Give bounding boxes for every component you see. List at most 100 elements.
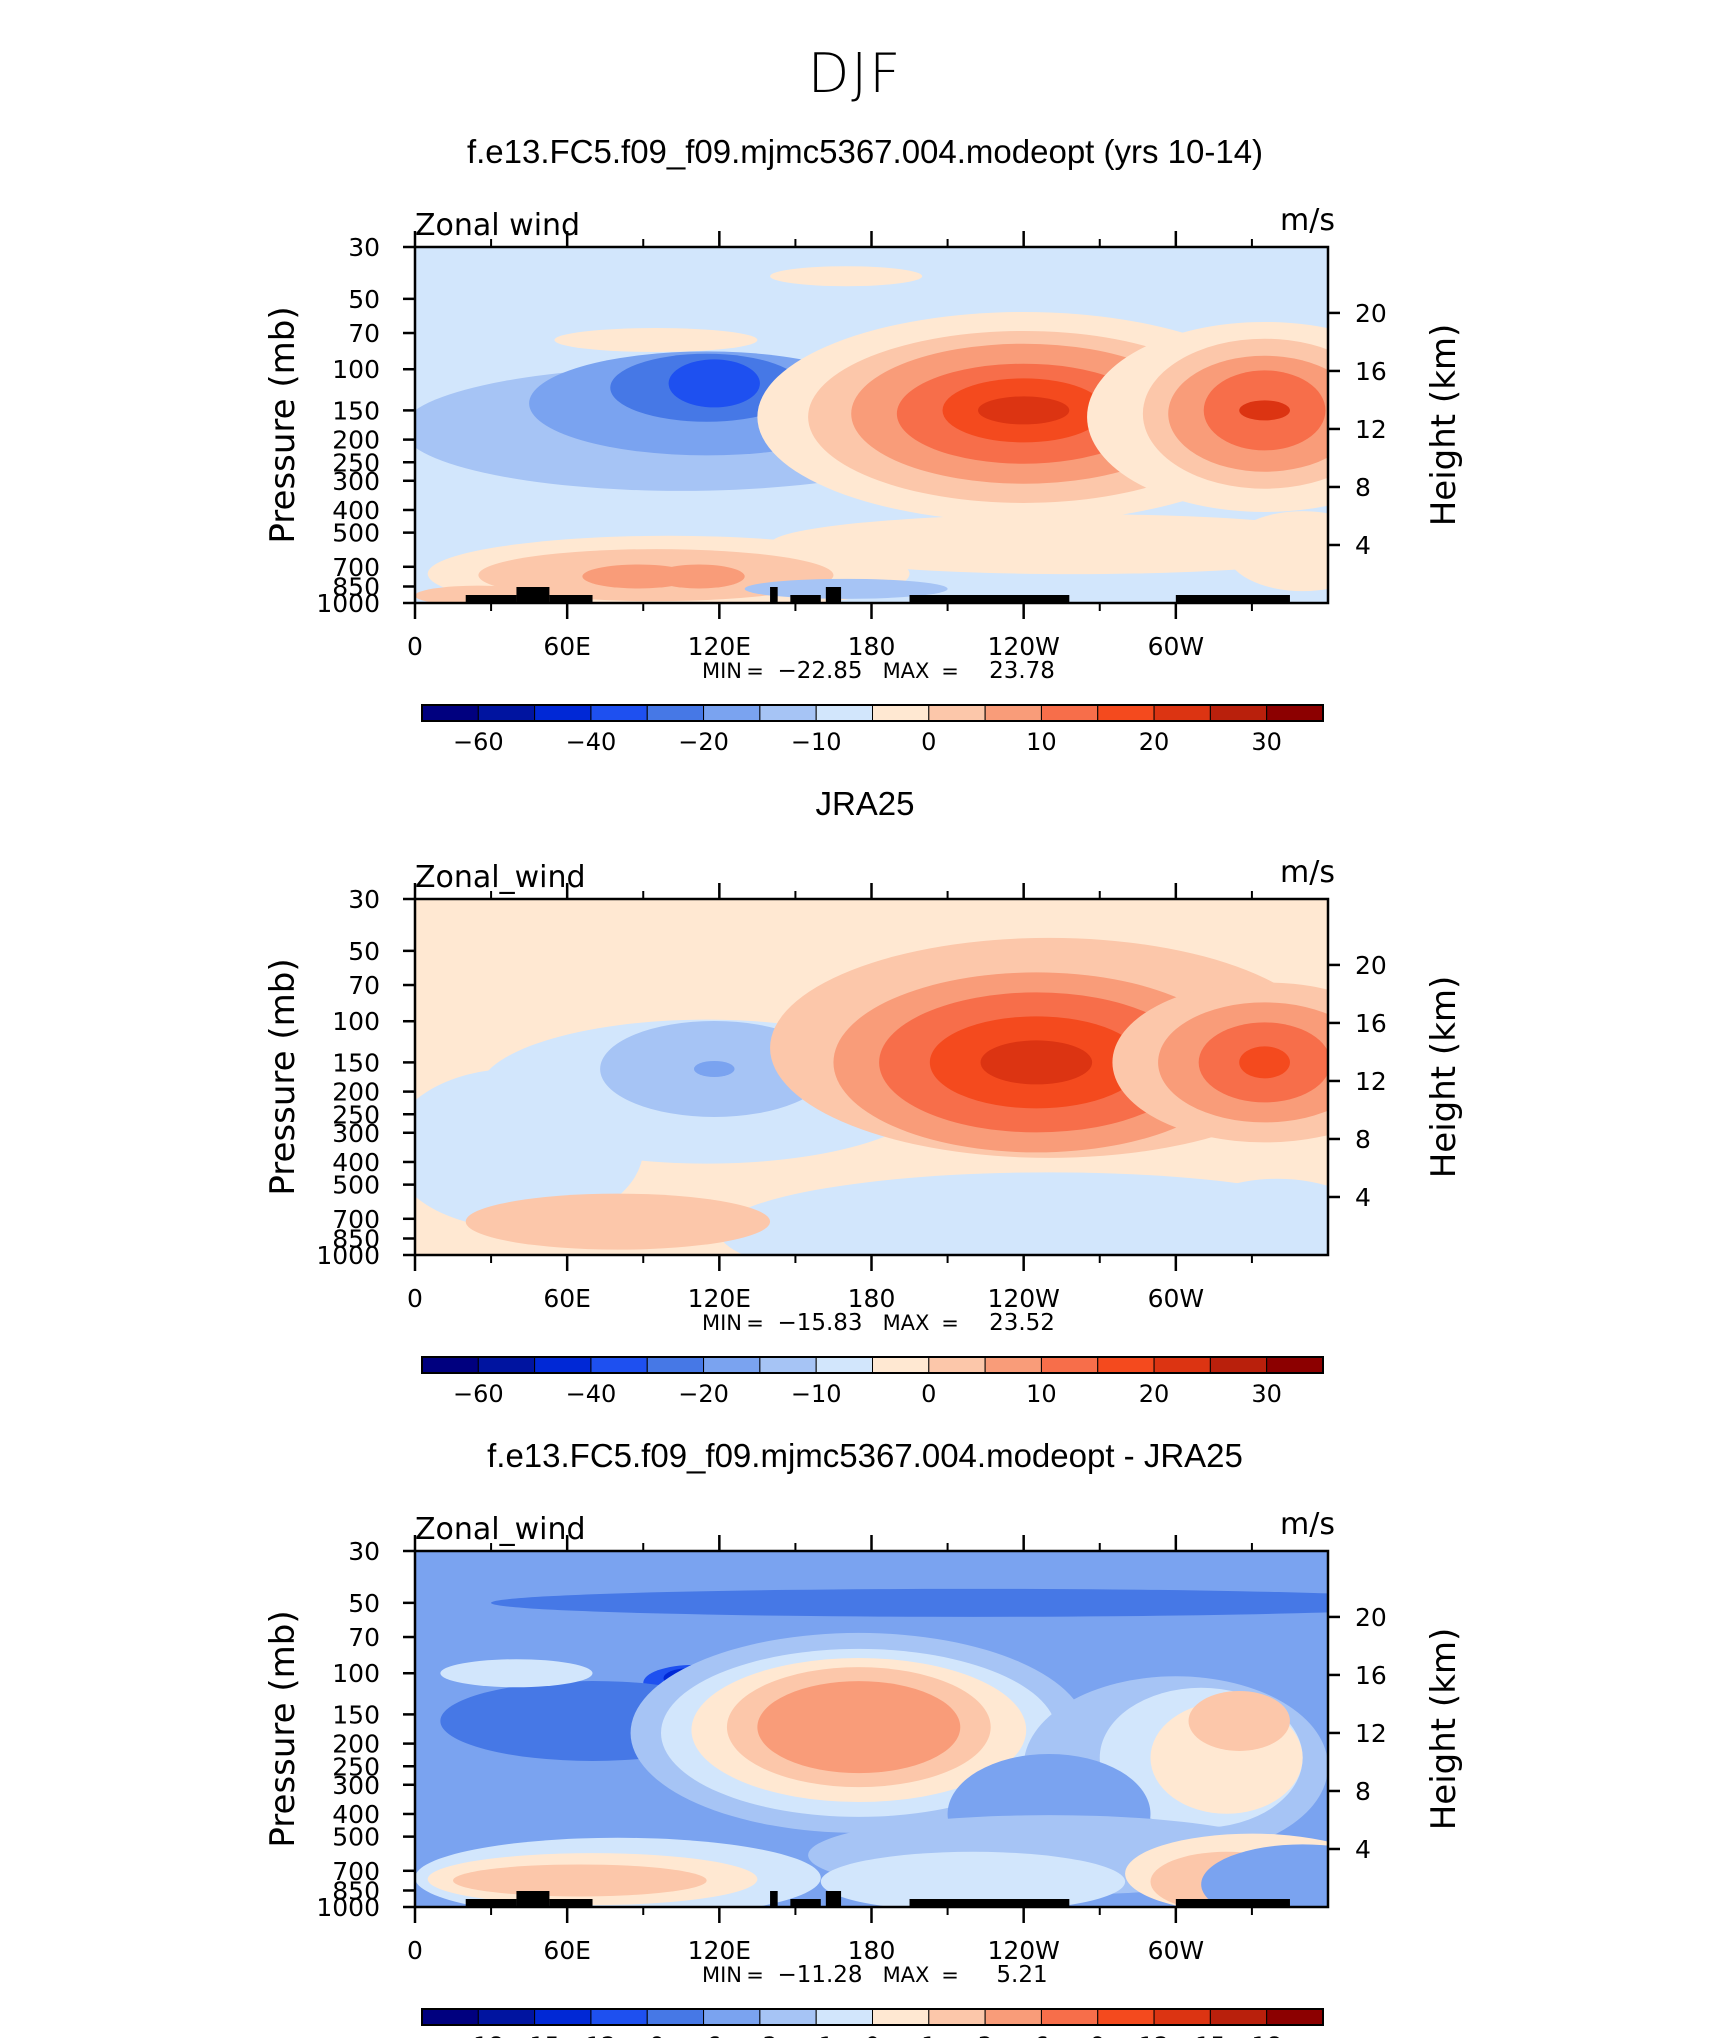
min-label: MIN (702, 1311, 742, 1335)
y2-tick-label: 8 (1355, 1125, 1371, 1154)
colorbar-label: 1 (921, 2032, 936, 2038)
y-axis-title: Pressure (mb) (263, 1610, 303, 1847)
min-label: MIN (702, 659, 742, 683)
colorbar-swatch (928, 1356, 986, 1374)
colorbar-label: −40 (566, 728, 617, 755)
topography (825, 587, 842, 603)
contour-region (1201, 1844, 1328, 1907)
figure-title: DJF (807, 42, 903, 105)
contour-field (415, 1551, 1328, 1907)
topography (516, 587, 550, 603)
x-tick-label: 60W (1148, 632, 1205, 661)
y-tick-label: 850 (332, 1877, 380, 1906)
topography (549, 595, 593, 603)
colorbar-label: 0 (865, 2032, 880, 2038)
y2-tick-label: 12 (1355, 415, 1387, 444)
x-tick-label: 120W (987, 1936, 1059, 1965)
contour-region (1188, 1690, 1290, 1751)
y-tick-label: 1000 (316, 589, 380, 618)
min-label: MIN (702, 1963, 742, 1987)
colorbar-swatch (1153, 2008, 1211, 2026)
colorbar-label: −3 (742, 2032, 777, 2038)
colorbar-label: −40 (566, 1380, 617, 1407)
colorbar-label: −20 (678, 1380, 729, 1407)
x-tick-label: 120E (688, 1284, 752, 1313)
y-tick-label: 200 (332, 1730, 380, 1759)
colorbar-swatch (928, 2008, 986, 2026)
y-tick-label: 250 (332, 1100, 380, 1129)
colorbar-swatch (421, 704, 479, 722)
contour-region (415, 1068, 644, 1229)
contour-region (770, 266, 923, 287)
y-tick-label: 70 (348, 1623, 380, 1652)
y-tick-label: 700 (332, 1205, 380, 1234)
colorbar-label: −12 (566, 2032, 617, 2038)
y-tick-label: 150 (332, 1700, 380, 1729)
y2-tick-label: 12 (1355, 1067, 1387, 1096)
x-tick-label: 60E (543, 1936, 591, 1965)
y-tick-label: 500 (332, 1171, 380, 1200)
colorbar-label: 0 (921, 728, 936, 755)
x-tick-label: 60W (1148, 1936, 1205, 1965)
y2-tick-label: 20 (1355, 299, 1387, 328)
colorbar-label: 10 (1026, 728, 1057, 755)
max-equals: = (941, 1311, 959, 1335)
contour-region (453, 1864, 707, 1897)
y-axis-title: Pressure (mb) (263, 958, 303, 1195)
y-tick-label: 200 (332, 426, 380, 455)
y2-tick-label: 16 (1355, 357, 1387, 386)
y-tick-label: 500 (332, 519, 380, 548)
x-tick-label: 0 (407, 1284, 423, 1313)
colorbar-label: −20 (678, 728, 729, 755)
y2-tick-label: 4 (1355, 531, 1371, 560)
y-tick-label: 300 (332, 1771, 380, 1800)
topography (790, 1899, 821, 1907)
colorbar-swatch (928, 704, 986, 722)
colorbar-swatch (646, 704, 705, 722)
x-tick-label: 180 (848, 1936, 896, 1965)
y2-axis-title: Height (km) (1424, 976, 1464, 1179)
colorbar-swatch (1040, 704, 1099, 722)
colorbar-swatch (590, 2008, 648, 2026)
colorbar-label: 12 (1139, 2032, 1170, 2038)
x-tick-label: 120W (987, 1284, 1059, 1313)
panel-1-title: f.e13.FC5.f09_f09.mjmc5367.004.modeopt (… (466, 133, 1264, 170)
y-tick-label: 700 (332, 553, 380, 582)
y2-tick-label: 8 (1355, 473, 1371, 502)
colorbar-swatch (1097, 1356, 1155, 1374)
y-tick-label: 100 (332, 355, 380, 384)
colorbar-swatch (984, 1356, 1042, 1374)
y-tick-label: 70 (348, 971, 380, 1000)
topography (1175, 1899, 1290, 1907)
topography (909, 1899, 1070, 1907)
y-tick-label: 200 (332, 1078, 380, 1107)
colorbar-swatch (703, 2008, 761, 2026)
y-axis-title: Pressure (mb) (263, 306, 303, 543)
colorbar-swatch (815, 2008, 873, 2026)
colorbar-swatch (1266, 1356, 1324, 1374)
y-tick-label: 50 (348, 285, 380, 314)
colorbar-label: 18 (1251, 2032, 1282, 2038)
x-tick-label: 0 (407, 632, 423, 661)
colorbar-swatch (984, 704, 1042, 722)
topography (770, 587, 778, 603)
y-tick-label: 30 (348, 233, 380, 262)
y-tick-label: 50 (348, 1589, 380, 1618)
y-tick-label: 100 (332, 1007, 380, 1036)
topography (770, 1891, 778, 1907)
y-tick-label: 400 (332, 496, 380, 525)
colorbar-swatch (1209, 704, 1268, 722)
colorbar-swatch (1266, 2008, 1324, 2026)
y-tick-label: 250 (332, 448, 380, 477)
colorbar-swatch (759, 704, 817, 722)
colorbar-label: 20 (1139, 1380, 1170, 1407)
colorbar-swatch (1266, 704, 1324, 722)
y2-tick-label: 16 (1355, 1661, 1387, 1690)
colorbar-label: 15 (1195, 2032, 1226, 2038)
x-tick-label: 60W (1148, 1284, 1205, 1313)
colorbar-label: −18 (453, 2032, 504, 2038)
colorbar-label: −60 (453, 728, 504, 755)
colorbar-swatch (872, 2008, 930, 2026)
colorbar-label: 6 (1034, 2032, 1049, 2038)
variable-label: Zonal_wind (415, 1512, 586, 1547)
